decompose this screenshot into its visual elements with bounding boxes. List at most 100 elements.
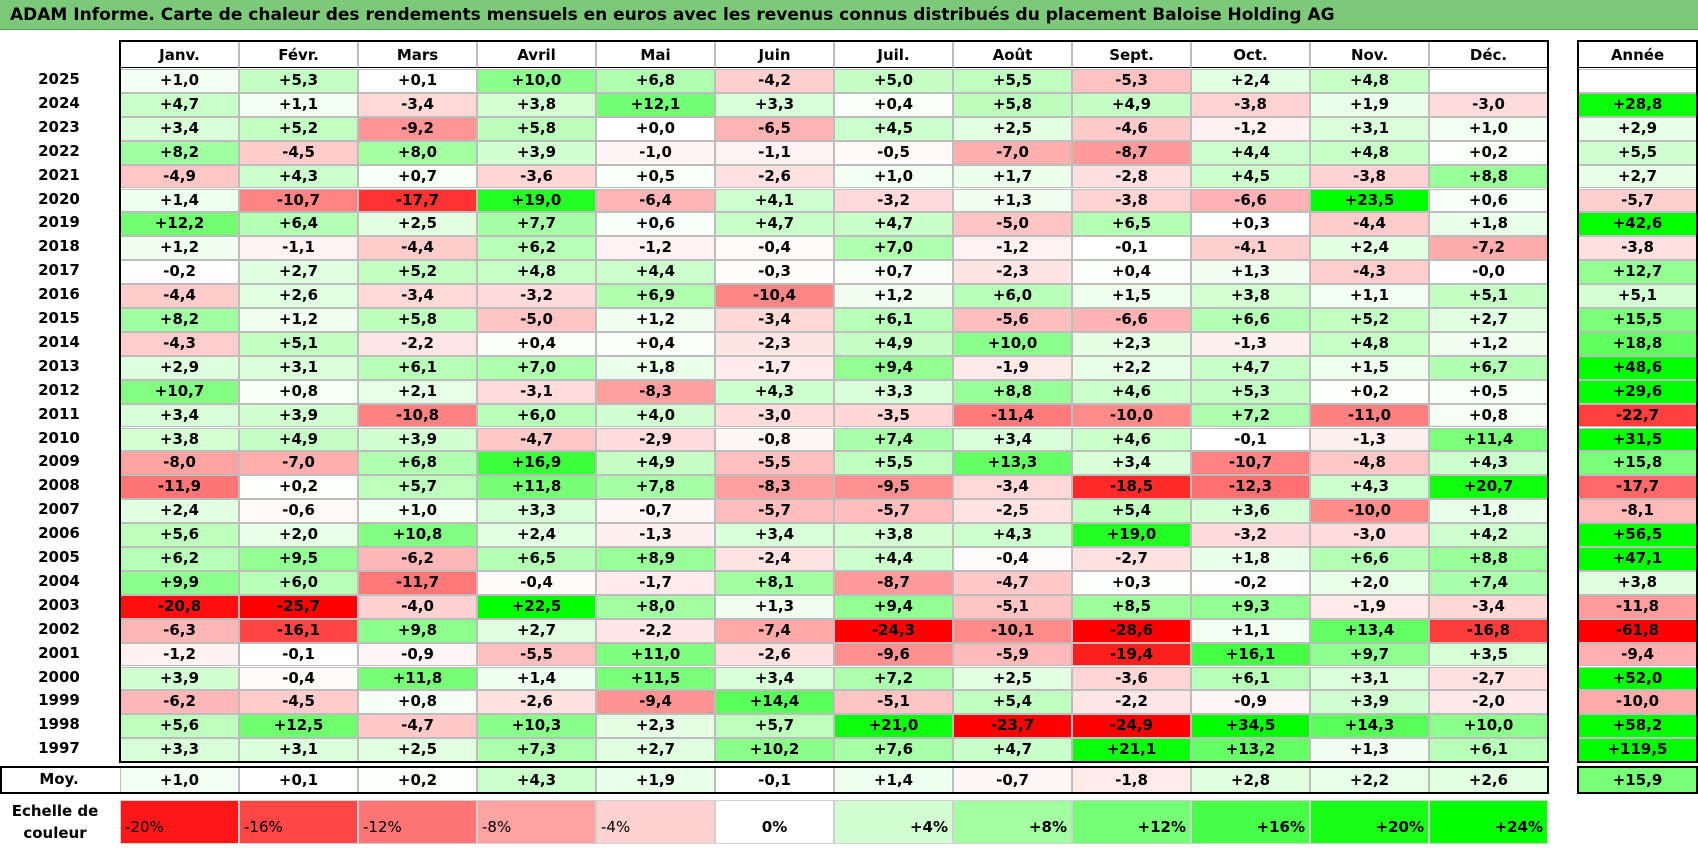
month-header: Avril bbox=[477, 40, 596, 68]
month-header: Janv. bbox=[120, 40, 239, 68]
heatmap-cell: +8,0 bbox=[358, 140, 477, 165]
color-scale-label-line1: Echelle de bbox=[11, 802, 99, 820]
heatmap-cell: +5,6 bbox=[120, 714, 239, 739]
annual-cell: -17,7 bbox=[1577, 475, 1698, 500]
year-label: 2015 bbox=[0, 308, 118, 332]
heatmap-cell: +3,8 bbox=[834, 523, 953, 547]
heatmap-cell: -8,7 bbox=[834, 570, 953, 595]
heatmap-cell: +10,0 bbox=[477, 69, 596, 93]
heatmap-cell: +11,4 bbox=[1429, 427, 1548, 452]
average-cell: +0,2 bbox=[358, 766, 477, 795]
heatmap-cell: -2,2 bbox=[596, 618, 715, 643]
heatmap-cell: +2,1 bbox=[358, 379, 477, 404]
month-header: Août bbox=[953, 40, 1072, 68]
heatmap-cell: +5,4 bbox=[1072, 499, 1191, 524]
average-cell: -0,7 bbox=[953, 766, 1072, 795]
heatmap-cell: +2,4 bbox=[120, 499, 239, 524]
heatmap-cell: -0,3 bbox=[715, 260, 834, 285]
heatmap-cell: +4,3 bbox=[953, 523, 1072, 547]
heatmap-cell: +6,7 bbox=[1429, 355, 1548, 380]
heatmap-cell: +6,5 bbox=[1072, 212, 1191, 237]
heatmap-cell: +4,9 bbox=[1072, 92, 1191, 117]
annual-cell: -11,8 bbox=[1577, 594, 1698, 619]
heatmap-cell: -2,4 bbox=[715, 547, 834, 571]
heatmap-cell: -3,4 bbox=[358, 92, 477, 117]
heatmap-cell: +4,7 bbox=[120, 92, 239, 117]
year-label: 2007 bbox=[0, 499, 118, 524]
heatmap-cell: +6,2 bbox=[120, 547, 239, 571]
heatmap-cell: -4,1 bbox=[1191, 236, 1310, 261]
year-label: 2020 bbox=[0, 188, 118, 213]
year-label: 1997 bbox=[0, 738, 118, 763]
heatmap-cell: +0,2 bbox=[1429, 140, 1548, 165]
heatmap-cell: +7,3 bbox=[477, 738, 596, 763]
year-label: 2011 bbox=[0, 403, 118, 428]
heatmap-cell: -17,7 bbox=[358, 188, 477, 213]
month-header: Nov. bbox=[1310, 40, 1429, 68]
year-label: 2022 bbox=[0, 140, 118, 165]
heatmap-cell: +1,0 bbox=[1429, 116, 1548, 141]
heatmap-cell: -8,3 bbox=[596, 379, 715, 404]
heatmap-cell: -0,5 bbox=[834, 140, 953, 165]
heatmap-cell: -8,0 bbox=[120, 451, 239, 476]
heatmap-cell: -19,4 bbox=[1072, 642, 1191, 667]
heatmap-cell: +10,0 bbox=[1429, 714, 1548, 739]
heatmap-cell: -7,4 bbox=[715, 618, 834, 643]
heatmap-cell: +4,5 bbox=[834, 116, 953, 141]
heatmap-cell: -1,1 bbox=[715, 140, 834, 165]
heatmap-cell: -5,1 bbox=[834, 690, 953, 715]
heatmap-cell: +7,2 bbox=[834, 666, 953, 691]
heatmap-cell: -10,0 bbox=[1072, 403, 1191, 428]
annual-cell: +48,6 bbox=[1577, 355, 1698, 380]
heatmap-cell: +13,2 bbox=[1191, 738, 1310, 763]
heatmap-cell: -3,0 bbox=[1310, 523, 1429, 547]
heatmap-cell: +6,4 bbox=[239, 212, 358, 237]
heatmap-cell: +0,4 bbox=[1072, 260, 1191, 285]
heatmap-cell: +23,5 bbox=[1310, 188, 1429, 213]
heatmap-cell: +4,4 bbox=[596, 260, 715, 285]
heatmap-cell: -5,0 bbox=[953, 212, 1072, 237]
heatmap-cell: +6,6 bbox=[1310, 547, 1429, 571]
heatmap-cell: -4,9 bbox=[120, 164, 239, 189]
color-scale-swatch: +12% bbox=[1072, 800, 1191, 844]
heatmap-cell: -0,4 bbox=[477, 570, 596, 595]
annual-cell: -22,7 bbox=[1577, 403, 1698, 428]
heatmap-cell: +3,4 bbox=[715, 523, 834, 547]
heatmap-cell: -2,6 bbox=[715, 642, 834, 667]
heatmap-cell: -7,0 bbox=[953, 140, 1072, 165]
heatmap-cell: +1,3 bbox=[1310, 738, 1429, 763]
heatmap-cell: -4,5 bbox=[239, 140, 358, 165]
heatmap-cell: +3,8 bbox=[477, 92, 596, 117]
heatmap-cell: -5,7 bbox=[834, 499, 953, 524]
heatmap-cell: +22,5 bbox=[477, 594, 596, 619]
heatmap-cell: +2,5 bbox=[358, 212, 477, 237]
color-scale-swatch: +24% bbox=[1429, 800, 1548, 844]
heatmap-cell: +9,7 bbox=[1310, 642, 1429, 667]
annual-cell: +47,1 bbox=[1577, 547, 1698, 571]
heatmap-cell: +8,5 bbox=[1072, 594, 1191, 619]
heatmap-cell: +8,8 bbox=[1429, 164, 1548, 189]
color-scale-swatch: +20% bbox=[1310, 800, 1429, 844]
heatmap-cell: +5,2 bbox=[239, 116, 358, 141]
heatmap-cell: -0,0 bbox=[1429, 260, 1548, 285]
heatmap-cell: +5,7 bbox=[715, 714, 834, 739]
heatmap-cell: +2,4 bbox=[477, 523, 596, 547]
heatmap-cell: -9,6 bbox=[834, 642, 953, 667]
heatmap-cell: +2,9 bbox=[120, 355, 239, 380]
heatmap-cell: +0,8 bbox=[239, 379, 358, 404]
average-annual-cell: +15,9 bbox=[1577, 766, 1698, 795]
heatmap-cell: +2,7 bbox=[1429, 308, 1548, 332]
heatmap-cell: +3,3 bbox=[120, 738, 239, 763]
month-header: Déc. bbox=[1429, 40, 1548, 68]
heatmap-cell: -10,7 bbox=[239, 188, 358, 213]
heatmap-cell: -3,5 bbox=[834, 403, 953, 428]
heatmap-cell: -3,2 bbox=[834, 188, 953, 213]
heatmap-cell: +5,8 bbox=[477, 116, 596, 141]
heatmap-cell: -3,4 bbox=[953, 475, 1072, 500]
heatmap-cell: -3,8 bbox=[1310, 164, 1429, 189]
average-cell: +1,9 bbox=[596, 766, 715, 795]
average-label: Moy. bbox=[0, 766, 118, 795]
heatmap-cell: +3,9 bbox=[477, 140, 596, 165]
heatmap-cell: +8,8 bbox=[953, 379, 1072, 404]
